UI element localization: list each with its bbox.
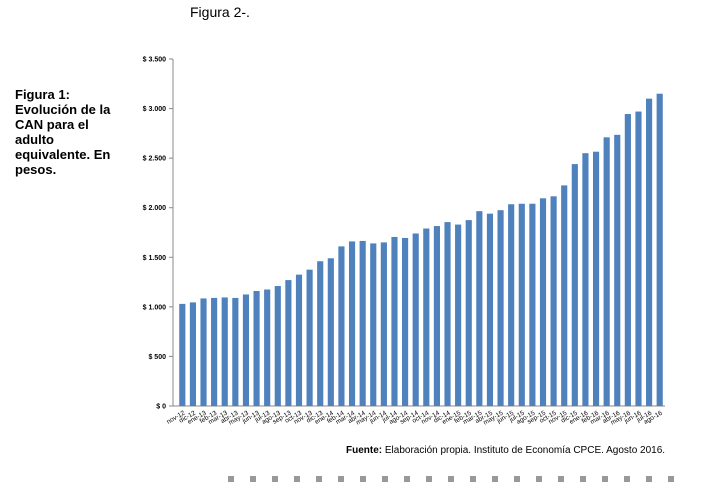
bar-mar-16 [603,137,610,406]
bar-nov-14 [433,226,440,406]
bar-ene-16 [582,153,589,406]
figure-heading: Figura 2-. [190,4,250,20]
bar-feb-14 [338,246,345,406]
bar-jun-14 [380,242,387,406]
source-note: Fuente: Elaboración propia. Instituto de… [346,445,665,456]
bar-nov-12 [179,303,186,406]
y-tick-label: $ 2.500 [143,156,166,163]
bar-mar-15 [476,211,483,406]
bar-jun-16 [635,111,642,407]
bar-ene-14 [327,258,334,406]
bar-jun-15 [508,204,515,406]
bar-sep-13 [285,280,292,406]
y-tick-label: $ 3.000 [143,106,166,113]
bar-dic-13 [317,261,324,406]
y-tick-label: $ 2.000 [143,205,166,212]
bar-feb-13 [211,297,218,406]
figure-caption: Figura 1: Evolución de la CAN para el ad… [15,87,111,177]
bar-oct-13 [295,274,303,406]
bar-abr-13 [232,297,239,406]
bar-jul-14 [391,236,398,406]
bar-abr-14 [359,240,366,406]
x-axis-labels: nov-12dic-12ene-13feb-13mar-13abr-13may-… [166,409,664,426]
bar-jul-15 [518,203,525,406]
bar-ago-13 [274,286,281,406]
bar-abr-16 [614,134,621,406]
source-label: Fuente: [346,445,383,456]
bar-mar-13 [221,297,228,406]
y-tick-label: $ 1.000 [143,304,166,311]
bar-ene-13 [200,298,207,406]
bar-may-13 [242,294,250,406]
can-evolution-bar-chart: $ 0 $ 500 $ 1.000 $ 1.500 $ 2.000 $ 2.500 $ 3.… [143,57,665,427]
bar-may-14 [370,243,377,406]
bar-sep-15 [539,198,547,406]
bar-oct-15 [550,196,557,406]
bar-dic-15 [571,164,578,406]
bar-ago-16 [656,93,663,406]
bar-mar-14 [348,241,356,406]
bar-dic-14 [444,222,451,406]
bar-feb-16 [592,151,600,406]
bar-dic-12 [189,302,196,406]
bars [179,93,663,407]
bar-oct-14 [423,228,430,406]
bar-feb-15 [465,220,472,406]
y-tick-label: $ 1.500 [143,255,166,262]
source-text: Elaboración propia. Instituto de Economí… [384,445,666,456]
y-tick-label: $ 500 [148,354,166,361]
bar-nov-13 [306,269,313,406]
cut-off-text-line [228,476,678,482]
bar-abr-15 [486,213,494,406]
bar-sep-14 [412,233,419,406]
y-tick-label: $ 0 [156,404,166,411]
bar-ago-14 [402,237,409,406]
bar-ago-15 [529,203,536,406]
bar-nov-15 [561,185,568,406]
bar-may-16 [624,114,631,407]
bar-jul-16 [646,98,653,406]
bar-jun-13 [253,290,260,406]
y-tick-label: $ 3.500 [143,57,166,64]
bar-may-15 [497,210,504,406]
bar-ene-15 [455,224,462,406]
bar-jul-13 [264,289,271,406]
